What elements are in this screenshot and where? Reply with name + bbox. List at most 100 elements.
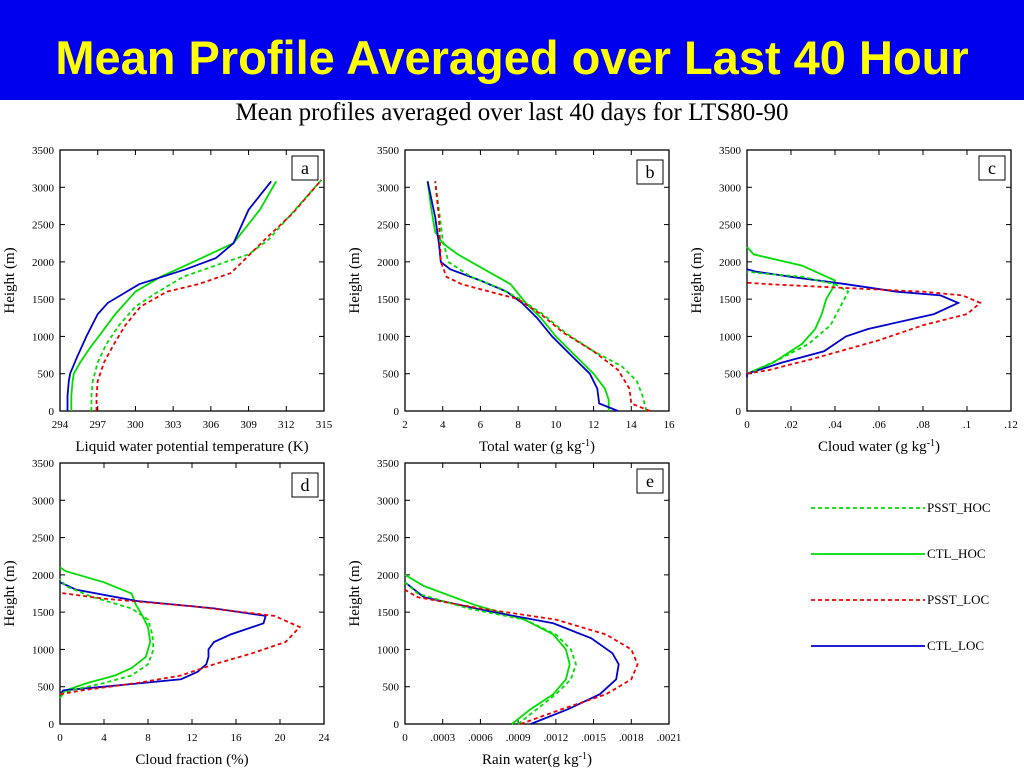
y-tick-label: 0 [394,406,400,418]
series-line-ctl-hoc [426,181,610,411]
slide-banner: Mean Profile Averaged over Last 40 Hour [0,0,1024,100]
y-tick-label: 2500 [377,533,400,545]
legend-label: CTL_LOC [927,638,984,653]
figure-title: Mean profiles averaged over last 40 days… [235,99,789,126]
series-line-ctl-loc [746,268,961,378]
series-line-psst-hoc [434,181,648,412]
y-tick-label: 2000 [32,257,55,269]
y-tick-label: 1500 [32,607,55,619]
x-tick-label: 24 [319,732,331,744]
x-tick-label: .0012 [543,732,568,744]
y-tick-label: 1000 [377,644,400,656]
series-line-psst-hoc [404,581,577,725]
series-line-psst-loc [404,589,639,725]
y-tick-label: 500 [38,682,55,694]
y-tick-label: 3500 [32,458,55,470]
x-tick-label: 8 [515,419,521,431]
panel-letter: b [646,162,655,182]
legend: PSST_HOC CTL_HOC PSST_LOC CTL_LOC [811,500,991,653]
panel-letter-box [978,155,1006,181]
x-tick-label: .12 [1004,419,1018,431]
series-line-psst-loc [434,181,651,412]
series-line-psst-loc [95,179,323,411]
y-tick-label: 0 [49,719,55,731]
y-tick-label: 3000 [32,495,55,507]
y-tick-label: 2500 [719,220,742,232]
y-tick-label: 2000 [719,257,742,269]
x-tick-label: 2 [402,419,408,431]
panel-a: 0 500 1000 1500 2000 2500 3000 3500 294 297 300 303… [2,145,333,455]
x-tick-label: .0018 [619,732,644,744]
x-tick-label: 0 [744,419,750,431]
y-tick-label: 2000 [377,257,400,269]
x-tick-label: .02 [784,419,798,431]
x-tick-label: .0021 [657,732,682,744]
y-tick-label: 0 [49,406,55,418]
x-axis-label: Rain water(g kg-1) [482,751,592,768]
x-tick-label: 297 [89,419,106,431]
x-tick-label: 14 [626,419,638,431]
x-tick-label: .06 [872,419,886,431]
panel-d: 0 500 1000 1500 2000 2500 3000 3500 0 4 8 12 16 20 24 d… [2,458,330,768]
x-axis-label: Total water (g kg-1) [479,438,595,456]
x-tick-label: 8 [145,732,151,744]
x-tick-label: 0 [57,732,63,744]
series-line-ctl-loc [426,181,619,412]
y-tick-label: 3000 [32,182,55,194]
y-axis-label: Height (m) [2,560,18,626]
y-tick-label: 2500 [377,220,400,232]
panel-letter: e [646,471,654,491]
y-axis-label: Height (m) [347,247,363,313]
x-tick-label: 16 [231,732,243,744]
y-axis-label: Height (m) [689,247,705,313]
panel-letter: d [301,475,310,495]
x-tick-label: 6 [478,419,484,431]
series-line-psst-hoc [59,578,155,696]
series-line-psst-loc [59,591,302,696]
x-tick-label: .1 [963,419,971,431]
legend-label: PSST_LOC [927,592,989,607]
y-tick-label: 3500 [719,145,742,157]
x-tick-label: .04 [828,419,842,431]
x-tick-label: 315 [316,419,333,431]
series-line-ctl-loc [59,581,267,695]
legend-label: CTL_HOC [927,546,986,561]
series-line-ctl-hoc [746,246,837,375]
y-tick-label: 1500 [377,294,400,306]
x-tick-label: 16 [664,419,676,431]
y-tick-label: 3500 [377,458,400,470]
panel-letter-box [636,468,664,494]
y-tick-label: 1000 [32,644,55,656]
x-tick-label: 306 [203,419,220,431]
x-tick-label: 12 [187,732,198,744]
x-tick-label: 10 [550,419,562,431]
x-axis-label: Cloud fraction (%) [135,752,248,768]
series-line-psst-loc [746,281,982,375]
x-tick-label: 300 [127,419,144,431]
x-tick-label: .0009 [506,732,531,744]
y-axis-label: Height (m) [2,247,18,313]
y-tick-label: 3500 [32,145,55,157]
y-tick-label: 3500 [377,145,400,157]
x-tick-label: 303 [165,419,182,431]
series-line-ctl-loc [404,581,620,725]
slide-title: Mean Profile Averaged over Last 40 Hour [55,31,969,84]
y-tick-label: 500 [38,369,55,381]
y-tick-label: 500 [383,682,400,694]
y-tick-label: 2000 [32,570,55,582]
y-tick-label: 3000 [377,182,400,194]
x-tick-label: 0 [402,732,408,744]
plot-frame [404,149,670,412]
plot-frame [746,149,1012,412]
series-line-psst-hoc [90,179,323,411]
series-line-ctl-hoc [404,574,571,725]
y-tick-label: 2500 [32,220,55,232]
y-tick-label: 3000 [377,495,400,507]
x-tick-label: .0003 [430,732,455,744]
x-tick-label: 4 [440,419,446,431]
y-tick-label: 1000 [719,331,742,343]
y-tick-label: 500 [725,369,742,381]
x-tick-label: 12 [588,419,599,431]
legend-label: PSST_HOC [927,500,991,515]
